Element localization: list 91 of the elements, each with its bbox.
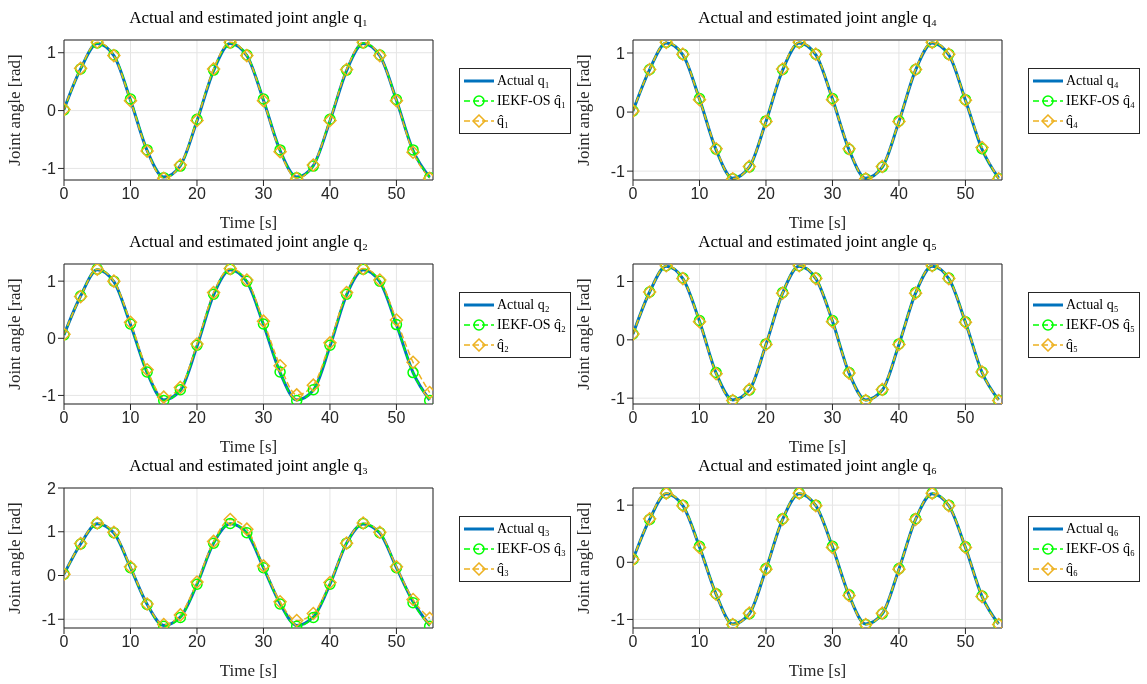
x-axis-title: Time [s]: [788, 437, 847, 456]
chart-title: Actual and estimated joint angle q₁: [128, 8, 369, 29]
x-tick-label: 30: [823, 633, 842, 651]
y-axis-title: Joint angle [rad]: [5, 502, 25, 614]
x-tick-label: 20: [757, 185, 775, 203]
x-tick-label: 50: [387, 409, 406, 427]
y-tick-label: 1: [616, 44, 626, 62]
y-tick-label: 0: [47, 567, 57, 585]
x-tick-label: 10: [121, 185, 140, 203]
x-tick-label: 20: [188, 409, 206, 427]
x-tick-label: 0: [628, 185, 638, 203]
x-tick-label: 40: [890, 409, 908, 427]
chart-title: Actual and estimated joint angle q₆: [697, 456, 938, 477]
legend-label: Actual q₆: [1065, 521, 1119, 537]
y-axis-title: Joint angle [rad]: [5, 278, 25, 390]
legend-label: IEKF-OS q̂₂: [496, 317, 566, 333]
x-tick-label: 20: [188, 633, 206, 651]
x-tick-label: 0: [59, 633, 69, 651]
x-tick-label: 50: [956, 409, 975, 427]
legend-label: q̂₃: [496, 561, 509, 577]
legend-label: q̂₁: [496, 113, 509, 129]
y-tick-label: 1: [47, 523, 57, 541]
x-tick-label: 30: [254, 633, 273, 651]
x-tick-label: 30: [823, 185, 842, 203]
legend-label: Actual q₂: [496, 297, 550, 313]
chart-title: Actual and estimated joint angle q₃: [128, 456, 369, 477]
legend-label: q̂₆: [1065, 561, 1078, 577]
x-tick-label: 10: [690, 185, 709, 203]
x-tick-label: 20: [188, 185, 206, 203]
x-tick-label: 10: [690, 409, 709, 427]
y-tick-label: 0: [616, 331, 626, 349]
y-tick-label: -1: [41, 160, 57, 178]
y-axis-title: Joint angle [rad]: [574, 54, 594, 166]
y-tick-label: -1: [610, 611, 626, 629]
x-axis-title: Time [s]: [219, 437, 278, 456]
x-tick-label: 40: [321, 633, 339, 651]
y-axis-title: Joint angle [rad]: [574, 502, 594, 614]
legend-label: q̂₄: [1065, 113, 1078, 129]
y-tick-label: 1: [616, 273, 626, 291]
chart-title: Actual and estimated joint angle q₂: [128, 232, 369, 253]
legend-label: Actual q₅: [1065, 297, 1119, 313]
legend-label: Actual q₃: [496, 521, 550, 537]
legend-label: Actual q₁: [496, 73, 550, 89]
legend-label: q̂₂: [496, 337, 509, 353]
x-axis-title: Time [s]: [219, 213, 278, 232]
x-tick-label: 10: [121, 409, 140, 427]
x-tick-label: 50: [387, 633, 406, 651]
y-tick-label: 0: [47, 102, 57, 120]
x-tick-label: 50: [387, 185, 406, 203]
y-tick-label: 0: [616, 103, 626, 121]
x-axis-title: Time [s]: [788, 661, 847, 680]
y-tick-label: -1: [610, 162, 626, 180]
x-tick-label: 30: [823, 409, 842, 427]
chart-title: Actual and estimated joint angle q₄: [697, 8, 938, 29]
x-tick-label: 40: [890, 185, 908, 203]
x-tick-label: 0: [628, 633, 638, 651]
y-tick-label: 1: [616, 496, 626, 514]
legend-label: IEKF-OS q̂₄: [1065, 93, 1135, 109]
x-tick-label: 0: [59, 185, 69, 203]
y-tick-label: 0: [616, 553, 626, 571]
x-axis-title: Time [s]: [788, 213, 847, 232]
x-tick-label: 20: [757, 633, 775, 651]
x-tick-label: 40: [321, 409, 339, 427]
chart-title: Actual and estimated joint angle q₅: [697, 232, 938, 253]
x-tick-label: 30: [254, 409, 273, 427]
y-tick-label: -1: [41, 610, 57, 628]
y-tick-label: -1: [610, 389, 626, 407]
x-axis-title: Time [s]: [219, 661, 278, 680]
y-tick-label: 2: [47, 479, 57, 497]
x-tick-label: 40: [890, 633, 908, 651]
y-axis-title: Joint angle [rad]: [574, 278, 594, 390]
legend-label: IEKF-OS q̂₅: [1065, 317, 1135, 333]
x-tick-label: 20: [757, 409, 775, 427]
x-tick-label: 50: [956, 185, 975, 203]
legend-label: IEKF-OS q̂₃: [496, 541, 566, 557]
legend-label: q̂₅: [1065, 337, 1078, 353]
legend-label: IEKF-OS q̂₁: [496, 93, 566, 109]
y-tick-label: 1: [47, 272, 57, 290]
y-tick-label: -1: [41, 387, 57, 405]
x-tick-label: 40: [321, 185, 339, 203]
x-tick-label: 0: [628, 409, 638, 427]
x-tick-label: 50: [956, 633, 975, 651]
y-tick-label: 1: [47, 44, 57, 62]
legend-label: IEKF-OS q̂₆: [1065, 541, 1135, 557]
y-axis-title: Joint angle [rad]: [5, 54, 25, 166]
x-tick-label: 0: [59, 409, 69, 427]
x-tick-label: 30: [254, 185, 273, 203]
x-tick-label: 10: [690, 633, 709, 651]
x-tick-label: 10: [121, 633, 140, 651]
legend-label: Actual q₄: [1065, 73, 1119, 89]
y-tick-label: 0: [47, 329, 57, 347]
